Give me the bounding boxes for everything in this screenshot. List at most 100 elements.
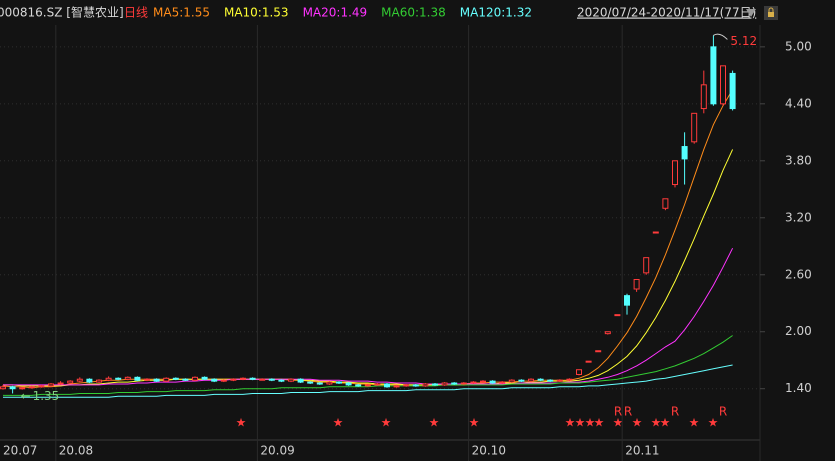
candle-body	[470, 381, 477, 384]
candle-body	[316, 382, 323, 385]
lock-icon	[768, 12, 774, 17]
dropdown-arrow[interactable]	[746, 9, 756, 17]
signal-r-label: R	[671, 405, 679, 419]
candle-body	[115, 377, 122, 380]
candle-body	[480, 380, 486, 383]
y-tick-label: 1.40	[785, 381, 812, 395]
candle-body	[38, 385, 45, 388]
star: ★	[613, 416, 624, 430]
candle-body	[0, 386, 6, 390]
candle-body	[96, 379, 102, 383]
star: ★	[651, 416, 662, 430]
candle-body	[172, 377, 179, 380]
y-tick-label: 4.40	[785, 96, 812, 110]
candle-body	[729, 72, 736, 110]
candle-body	[681, 146, 688, 160]
candle-body	[672, 160, 678, 186]
candle-body	[28, 386, 35, 389]
star: ★	[236, 416, 247, 430]
star: ★	[333, 416, 344, 430]
star: ★	[565, 416, 576, 430]
legend-entry: MA5:1.55	[153, 6, 210, 20]
candle-body	[566, 378, 573, 381]
legend-entry: MA120:1.32	[460, 6, 532, 20]
high-arrow	[713, 33, 728, 40]
candle-body	[451, 382, 458, 385]
candle-body	[86, 378, 93, 383]
candle-body	[57, 382, 64, 385]
date-range[interactable]: 2020/07/24-2020/11/17(77日)	[577, 6, 756, 20]
candle-body	[595, 350, 602, 353]
candle-body	[76, 378, 83, 382]
candle-body	[288, 378, 294, 382]
star: ★	[689, 416, 700, 430]
x-tick-label: 20.10	[472, 444, 506, 458]
x-tick-label: 20.11	[625, 444, 659, 458]
legend-entry: MA20:1.49	[303, 6, 368, 20]
candle-body	[134, 376, 141, 381]
star: ★	[575, 416, 586, 430]
candle-body	[691, 112, 698, 143]
candle-body	[124, 376, 131, 380]
candle-body	[105, 377, 112, 381]
low-arrow: ←	[21, 389, 31, 403]
candle-body	[144, 378, 150, 381]
candle-body	[624, 295, 630, 306]
candle-body	[528, 378, 534, 382]
candle-body	[604, 331, 611, 335]
candle-body	[614, 314, 621, 317]
candle-body	[278, 379, 285, 382]
candle-body	[585, 360, 592, 363]
signal-r-label: R	[614, 405, 622, 419]
y-tick-label: 2.60	[785, 267, 812, 281]
candle-body	[326, 381, 333, 385]
candle-body	[48, 383, 54, 387]
ma-line	[3, 364, 733, 398]
candle-body	[249, 377, 256, 380]
candle-body	[364, 384, 371, 387]
lock-icon	[768, 7, 774, 12]
candle-body	[307, 381, 314, 384]
symbol: 000816.SZ [智慧农业]	[0, 5, 124, 20]
candle-body	[422, 383, 429, 387]
star: ★	[708, 416, 719, 430]
candle-body	[163, 377, 170, 382]
candle-body	[240, 377, 246, 380]
candle-body	[393, 385, 400, 388]
candle-body	[518, 379, 525, 382]
star: ★	[632, 416, 643, 430]
candle-body	[384, 383, 390, 388]
star: ★	[429, 416, 440, 430]
candle-body	[9, 386, 16, 390]
star: ★	[381, 416, 392, 430]
candle-body	[652, 231, 659, 234]
candle-body	[403, 384, 410, 387]
candle-body	[259, 378, 266, 381]
candle-body	[489, 380, 496, 384]
signal-r: R R R R	[614, 405, 727, 419]
high-label: 5.12	[730, 34, 757, 48]
candle-body	[547, 379, 554, 382]
candle-body	[182, 378, 189, 381]
star: ★	[660, 416, 671, 430]
candle-body	[508, 379, 515, 383]
period[interactable]: 日线	[124, 6, 148, 20]
candle-body	[268, 378, 275, 381]
candle-body	[576, 369, 582, 375]
candle-body	[297, 378, 304, 383]
candle-body	[19, 387, 26, 390]
candle-body	[374, 383, 381, 386]
y-tick-label: 5.00	[785, 39, 812, 53]
x-tick-label: 20.07	[3, 444, 37, 458]
candle-body	[700, 84, 707, 110]
signal-r-label: R	[624, 405, 632, 419]
candle-body	[710, 46, 717, 105]
x-tick-label: 20.08	[59, 444, 93, 458]
y-tick-label: 3.20	[785, 210, 812, 224]
candle-body	[499, 381, 506, 384]
candle-body	[345, 382, 352, 386]
y-tick-label: 2.00	[785, 324, 812, 338]
